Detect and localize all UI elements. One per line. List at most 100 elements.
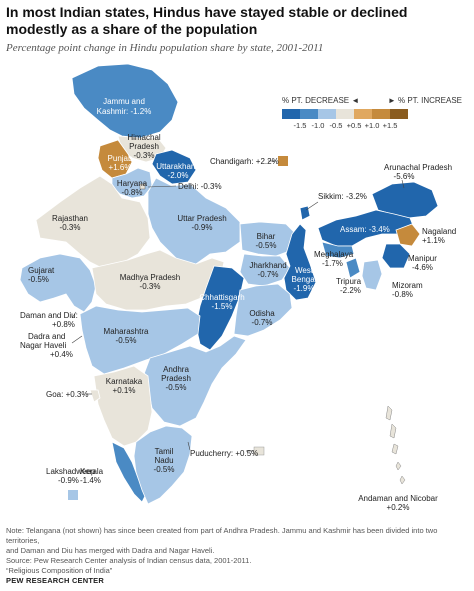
label-meghalaya-name: Meghalaya xyxy=(314,250,354,259)
label-uttarakhand-value: -2.0% xyxy=(168,171,189,180)
label-punjab-value: +1.6% xyxy=(109,163,132,172)
label-jharkhand-name: Jharkhand xyxy=(249,261,286,270)
state-delhi xyxy=(139,183,146,190)
label-mp-value: -0.3% xyxy=(140,282,161,291)
state-chandigarh xyxy=(278,156,288,166)
label-bihar-name: Bihar xyxy=(257,232,276,241)
leader-lines xyxy=(71,160,405,452)
label-hp-name2: Pradesh xyxy=(129,142,159,151)
legend-header: % PT. DECREASE ◄ ► % PT. INCREASE xyxy=(282,96,462,105)
chart-subtitle: Percentage point change in Hindu populat… xyxy=(6,42,324,54)
legend-tick-4: +1.0 xyxy=(364,121,380,130)
label-uttarakhand-name: Uttarakhand xyxy=(156,162,200,171)
legend-swatch-1 xyxy=(300,109,318,119)
legend: % PT. DECREASE ◄ ► % PT. INCREASE -1.5 -1… xyxy=(282,96,462,130)
state-lakshadweep xyxy=(68,490,78,500)
chart-title: In most Indian states, Hindus have staye… xyxy=(6,4,408,37)
label-lakshadweep-value: -0.9% xyxy=(58,476,79,485)
label-daman-value: +0.8% xyxy=(52,320,75,329)
legend-swatch-6 xyxy=(390,109,408,119)
note-report: “Religious Composition of India” xyxy=(6,566,113,575)
legend-tick-5: +1.5 xyxy=(382,121,398,130)
label-ap-name: Andhra xyxy=(163,365,189,374)
label-odisha-name: Odisha xyxy=(249,309,275,318)
label-kerala-value: -1.4% xyxy=(80,476,101,485)
label-lakshadweep-name: Lakshadweep xyxy=(46,467,96,476)
label-manipur-name: Manipur xyxy=(408,254,437,263)
state-tamil-nadu xyxy=(133,425,193,505)
state-rajasthan xyxy=(35,175,151,269)
state-jammu-kashmir xyxy=(71,63,179,139)
label-maharashtra-name: Maharashtra xyxy=(104,327,149,336)
label-maharashtra-value: -0.5% xyxy=(116,336,137,345)
legend-swatch-3 xyxy=(336,109,354,119)
state-maharashtra xyxy=(79,305,201,375)
label-hp-value: -0.3% xyxy=(134,151,155,160)
legend-swatch-5 xyxy=(372,109,390,119)
label-meghalaya-value: -1.7% xyxy=(322,259,343,268)
state-manipur xyxy=(381,243,411,269)
state-andaman-nicobar xyxy=(385,405,406,485)
label-arunachal-value: -5.6% xyxy=(394,172,415,181)
label-daman-name: Daman and Diu: xyxy=(20,311,78,320)
state-meghalaya xyxy=(321,241,355,259)
state-karnataka xyxy=(93,365,153,447)
label-puducherry: Puducherry: +0.5% xyxy=(190,449,258,458)
label-nagaland-name: Nagaland xyxy=(422,227,456,236)
label-sikkim: Sikkim: -3.2% xyxy=(318,192,367,201)
note-line-2: and Daman and Diu has merged with Dadra … xyxy=(6,546,215,555)
label-goa: Goa: +0.3% xyxy=(46,390,88,399)
label-wb-name: West xyxy=(295,266,314,275)
label-wb-name2: Bengal xyxy=(292,275,317,284)
legend-tick-3: +0.5 xyxy=(346,121,362,130)
label-tripura-value: -2.2% xyxy=(340,286,361,295)
label-jk-name: Jammu and xyxy=(103,97,145,106)
label-rajasthan-value: -0.3% xyxy=(60,223,81,232)
label-haryana-value: -0.8% xyxy=(122,188,143,197)
label-ap-value: -0.5% xyxy=(166,383,187,392)
notes: Note: Telangana (not shown) has since be… xyxy=(6,526,468,576)
label-kerala-name: Kerala xyxy=(80,467,104,476)
label-dadra-name2: Nagar Haveli xyxy=(20,341,66,350)
label-tn-name: Tamil xyxy=(155,447,174,456)
label-tn-name2: Nadu xyxy=(154,456,173,465)
label-hp-name: Himachal xyxy=(127,133,161,142)
label-nagaland-value: +1.1% xyxy=(422,236,445,245)
label-andaman-name: Andaman and Nicobar xyxy=(358,494,438,503)
label-arunachal-name: Arunachal Pradesh xyxy=(384,163,452,172)
legend-swatch-0 xyxy=(282,109,300,119)
label-delhi: Delhi: -0.3% xyxy=(178,182,222,191)
note-source: Source: Pew Research Center analysis of … xyxy=(6,556,252,565)
state-odisha xyxy=(233,283,293,337)
label-tn-value: -0.5% xyxy=(154,465,175,474)
label-manipur-value: -4.6% xyxy=(412,263,433,272)
label-ap-name2: Pradesh xyxy=(161,374,191,383)
state-jharkhand xyxy=(239,253,291,287)
label-tripura-name: Tripura xyxy=(336,277,362,286)
state-mizoram xyxy=(361,259,383,291)
label-mizoram-name: Mizoram xyxy=(392,281,423,290)
label-karnataka-name: Karnataka xyxy=(106,377,143,386)
label-karnataka-value: +0.1% xyxy=(113,386,136,395)
legend-swatches xyxy=(282,109,462,119)
label-odisha-value: -0.7% xyxy=(252,318,273,327)
label-jk-value: Kashmir: -1.2% xyxy=(97,107,152,116)
label-jharkhand-value: -0.7% xyxy=(258,270,279,279)
label-chandigarh: Chandigarh: +2.2% xyxy=(210,157,279,166)
footer-brand: PEW RESEARCH CENTER xyxy=(6,576,104,585)
label-up-value: -0.9% xyxy=(192,223,213,232)
label-gujarat-name: Gujarat xyxy=(28,266,55,275)
label-haryana-name: Haryana xyxy=(117,179,148,188)
label-rajasthan-name: Rajasthan xyxy=(52,214,88,223)
legend-increase-label: ► % PT. INCREASE xyxy=(387,96,462,105)
state-west-bengal xyxy=(283,223,317,301)
label-wb-value: -1.9% xyxy=(294,284,315,293)
legend-ticks: -1.5 -1.0 -0.5 +0.5 +1.0 +1.5 xyxy=(282,121,462,130)
legend-swatch-2 xyxy=(318,109,336,119)
label-dadra-value: +0.4% xyxy=(50,350,73,359)
label-chhattisgarh-name: Chhattisgarh xyxy=(199,293,244,302)
state-goa xyxy=(89,389,101,403)
legend-tick-1: -1.0 xyxy=(311,121,325,130)
legend-swatch-4 xyxy=(354,109,372,119)
state-uttarakhand xyxy=(151,149,197,185)
